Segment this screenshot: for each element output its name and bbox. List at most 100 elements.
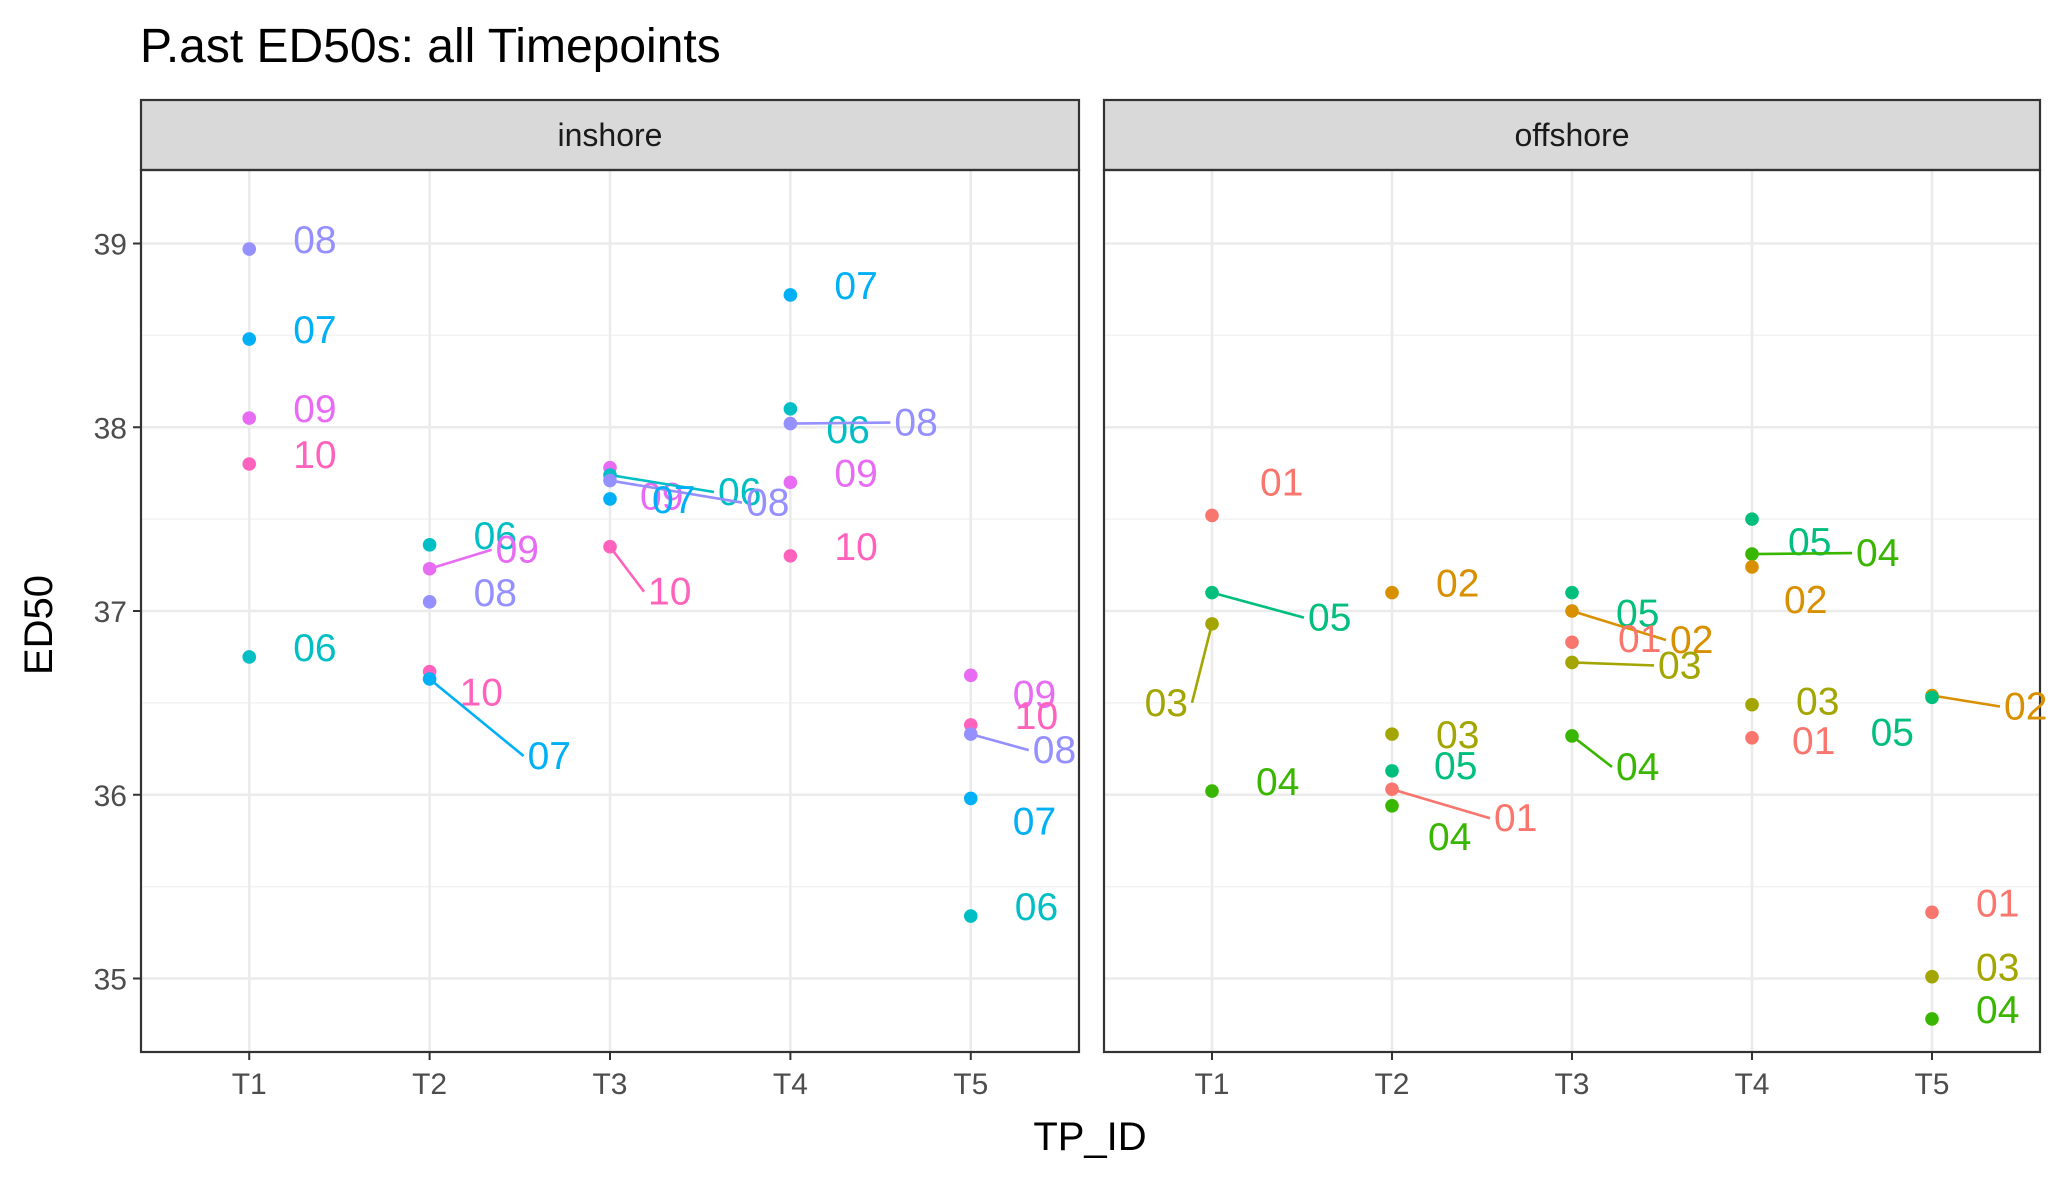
point-label: 10 bbox=[293, 434, 336, 477]
point-label: 10 bbox=[1015, 695, 1058, 738]
data-point bbox=[422, 672, 437, 686]
point-label: 06 bbox=[1015, 886, 1058, 929]
point-label: 09 bbox=[293, 388, 336, 431]
data-point bbox=[603, 473, 617, 488]
data-point bbox=[1205, 585, 1219, 600]
data-point bbox=[1565, 585, 1579, 600]
data-point bbox=[422, 595, 437, 609]
data-point bbox=[603, 539, 617, 554]
point-label: 07 bbox=[528, 735, 571, 778]
data-point bbox=[1745, 560, 1759, 574]
data-point bbox=[1385, 798, 1399, 813]
data-point bbox=[1925, 905, 1939, 920]
data-point bbox=[1385, 585, 1399, 600]
label-segment bbox=[1571, 609, 1667, 642]
point-label: 04 bbox=[1976, 989, 2019, 1032]
point-label: 04 bbox=[1428, 816, 1471, 859]
label-segment bbox=[970, 732, 1030, 752]
point-label: 05 bbox=[1434, 745, 1477, 788]
data-point bbox=[1205, 617, 1219, 631]
data-point bbox=[1925, 1012, 1939, 1026]
point-label: 09 bbox=[834, 452, 877, 495]
data-point bbox=[963, 791, 978, 806]
point-label: 04 bbox=[1616, 746, 1659, 789]
data-point bbox=[1385, 727, 1399, 741]
point-label: 03 bbox=[1658, 644, 1701, 687]
point-label: 07 bbox=[652, 479, 695, 522]
data-point bbox=[963, 909, 978, 923]
point-label: 08 bbox=[894, 402, 937, 445]
data-point bbox=[1385, 782, 1399, 797]
data-point bbox=[242, 411, 257, 425]
x-tick-label: T2 bbox=[412, 1068, 447, 1101]
point-label: 07 bbox=[293, 309, 336, 352]
x-axis-label: TP_ID bbox=[1033, 1115, 1146, 1159]
data-point bbox=[422, 538, 437, 552]
data-point bbox=[1925, 969, 1939, 984]
y-tick-label: 39 bbox=[94, 229, 127, 262]
point-label: 05 bbox=[1616, 593, 1659, 636]
data-point bbox=[1565, 655, 1579, 670]
data-point bbox=[242, 457, 257, 471]
data-point bbox=[1565, 604, 1579, 618]
point-label: 03 bbox=[1976, 947, 2019, 990]
x-tick-label: T4 bbox=[773, 1068, 808, 1101]
data-point bbox=[1205, 784, 1219, 798]
data-point bbox=[1745, 512, 1759, 526]
point-label: 10 bbox=[460, 672, 503, 715]
data-point bbox=[603, 492, 617, 506]
point-label: 10 bbox=[648, 571, 691, 614]
point-label: 05 bbox=[1871, 711, 1914, 754]
label-segment bbox=[1190, 623, 1214, 704]
facet-strip-label: offshore bbox=[1514, 117, 1629, 153]
data-point bbox=[242, 242, 257, 256]
data-point bbox=[783, 288, 798, 302]
label-segment bbox=[1571, 734, 1613, 768]
point-label: 06 bbox=[474, 515, 517, 558]
label-segment bbox=[609, 473, 715, 494]
data-point bbox=[783, 402, 798, 416]
y-tick-label: 37 bbox=[94, 596, 127, 629]
label-segment bbox=[609, 479, 743, 504]
label-segment bbox=[429, 548, 492, 570]
data-point bbox=[1745, 697, 1759, 712]
x-tick-label: T3 bbox=[1554, 1068, 1589, 1101]
point-label: 08 bbox=[474, 572, 517, 615]
x-tick-label: T2 bbox=[1374, 1068, 1409, 1101]
data-point bbox=[1745, 547, 1759, 561]
point-label: 07 bbox=[1013, 800, 1056, 843]
data-point bbox=[783, 475, 798, 490]
data-point bbox=[242, 332, 257, 346]
x-tick-label: T4 bbox=[1734, 1068, 1769, 1101]
point-label: 02 bbox=[1784, 579, 1827, 622]
point-label: 10 bbox=[834, 526, 877, 569]
label-segment bbox=[1391, 787, 1491, 820]
x-tick-label: T5 bbox=[1914, 1068, 1949, 1101]
data-point bbox=[242, 650, 257, 664]
label-segment bbox=[1751, 551, 1853, 556]
data-point bbox=[1205, 508, 1219, 523]
y-tick-label: 38 bbox=[94, 412, 127, 445]
label-segment bbox=[608, 545, 646, 593]
point-label: 06 bbox=[293, 627, 336, 670]
point-label: 02 bbox=[1670, 619, 1713, 662]
data-point bbox=[422, 561, 437, 576]
label-segment bbox=[428, 677, 525, 757]
point-label: 08 bbox=[1033, 729, 1076, 772]
point-label: 02 bbox=[2004, 686, 2047, 729]
point-label: 03 bbox=[1145, 682, 1188, 725]
facet-strip bbox=[139, 98, 1081, 172]
label-segment bbox=[1211, 591, 1305, 619]
label-segment bbox=[790, 421, 891, 425]
data-point bbox=[1565, 729, 1579, 743]
point-label: 01 bbox=[1260, 461, 1303, 504]
x-tick-label: T3 bbox=[592, 1068, 627, 1101]
x-tick-label: T5 bbox=[953, 1068, 988, 1101]
point-label: 01 bbox=[1494, 797, 1537, 840]
y-tick-label: 36 bbox=[94, 780, 127, 813]
point-label: 08 bbox=[746, 482, 789, 525]
point-label: 09 bbox=[496, 529, 539, 572]
